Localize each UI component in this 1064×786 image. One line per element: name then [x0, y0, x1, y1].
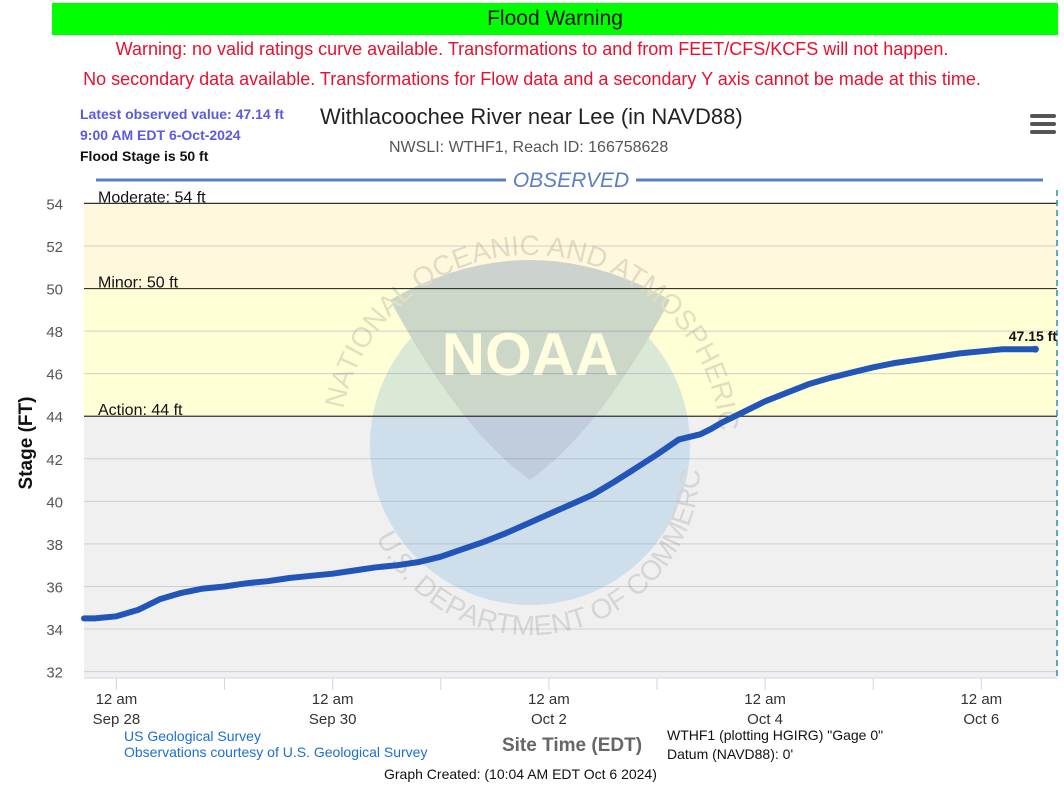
- observed-label: OBSERVED: [513, 169, 629, 192]
- chart-subtitle: NWSLI: WTHF1, Reach ID: 166758628: [389, 139, 669, 156]
- flood-stage-info: Flood Stage is 50 ft: [80, 148, 209, 164]
- noaa-watermark-bird: [390, 260, 670, 480]
- noaa-watermark-logo-text: NOAA: [442, 321, 619, 388]
- y-tick-label: 46: [46, 367, 63, 384]
- y-tick-label: 44: [46, 409, 63, 426]
- x-tick-label-date: Oct 4: [747, 711, 783, 728]
- threshold-label-moderate: Moderate: 54 ft: [98, 189, 206, 206]
- observed-stage-line: [81, 346, 1039, 622]
- y-tick-label: 48: [46, 324, 63, 341]
- y-tick-label: 40: [46, 494, 63, 511]
- graph-created: Graph Created: (10:04 AM EDT Oct 6 2024): [384, 766, 657, 782]
- band-below-action: [84, 416, 1057, 678]
- noaa-watermark-disc: [370, 285, 690, 605]
- hamburger-menu-icon[interactable]: [1030, 114, 1056, 136]
- y-tick-label: 52: [46, 239, 63, 256]
- secondary-data-warning: No secondary data available. Transformat…: [83, 69, 981, 89]
- latest-observed-value: Latest observed value: 47.14 ft: [80, 106, 284, 122]
- x-tick-label-time: 12 am: [528, 691, 570, 708]
- x-tick-label-time: 12 am: [96, 691, 138, 708]
- last-value-label: 47.15 ft: [1009, 328, 1058, 344]
- threshold-label-minor: Minor: 50 ft: [98, 275, 179, 292]
- latest-observed-time: 9:00 AM EDT 6-Oct-2024: [80, 127, 241, 143]
- ratings-warning: Warning: no valid ratings curve availabl…: [115, 39, 949, 59]
- source-link[interactable]: US Geological Survey: [124, 728, 261, 744]
- x-tick-label-time: 12 am: [960, 691, 1002, 708]
- last-observation-point: [1031, 345, 1039, 353]
- y-tick-label: 42: [46, 452, 63, 469]
- y-tick-label: 54: [46, 196, 63, 213]
- y-tick-label: 38: [46, 537, 63, 554]
- x-tick-label-date: Oct 2: [531, 711, 567, 728]
- x-tick-label-time: 12 am: [312, 691, 354, 708]
- x-tick-label-date: Oct 6: [963, 711, 999, 728]
- band-action: [84, 288, 1057, 417]
- x-tick-label-date: Sep 28: [93, 711, 141, 728]
- y-axis-label: Stage (FT): [16, 397, 37, 490]
- datum-note-line2: Datum (NAVD88): 0': [667, 746, 794, 762]
- y-tick-label: 34: [46, 622, 63, 639]
- x-axis-label: Site Time (EDT): [502, 735, 642, 756]
- flood-warning-banner: Flood Warning: [52, 3, 1058, 35]
- datum-note-line1: WTHF1 (plotting HGIRG) "Gage 0": [667, 727, 884, 743]
- x-tick-label-date: Sep 30: [309, 711, 357, 728]
- x-tick-label-time: 12 am: [744, 691, 786, 708]
- threshold-label-action: Action: 44 ft: [98, 402, 183, 419]
- y-tick-label: 36: [46, 579, 63, 596]
- chart-title: Withlacoochee River near Lee (in NAVD88): [320, 104, 743, 129]
- courtesy-link[interactable]: Observations courtesy of U.S. Geological…: [124, 744, 428, 760]
- y-tick-label: 50: [46, 282, 63, 299]
- y-tick-label: 32: [46, 665, 63, 682]
